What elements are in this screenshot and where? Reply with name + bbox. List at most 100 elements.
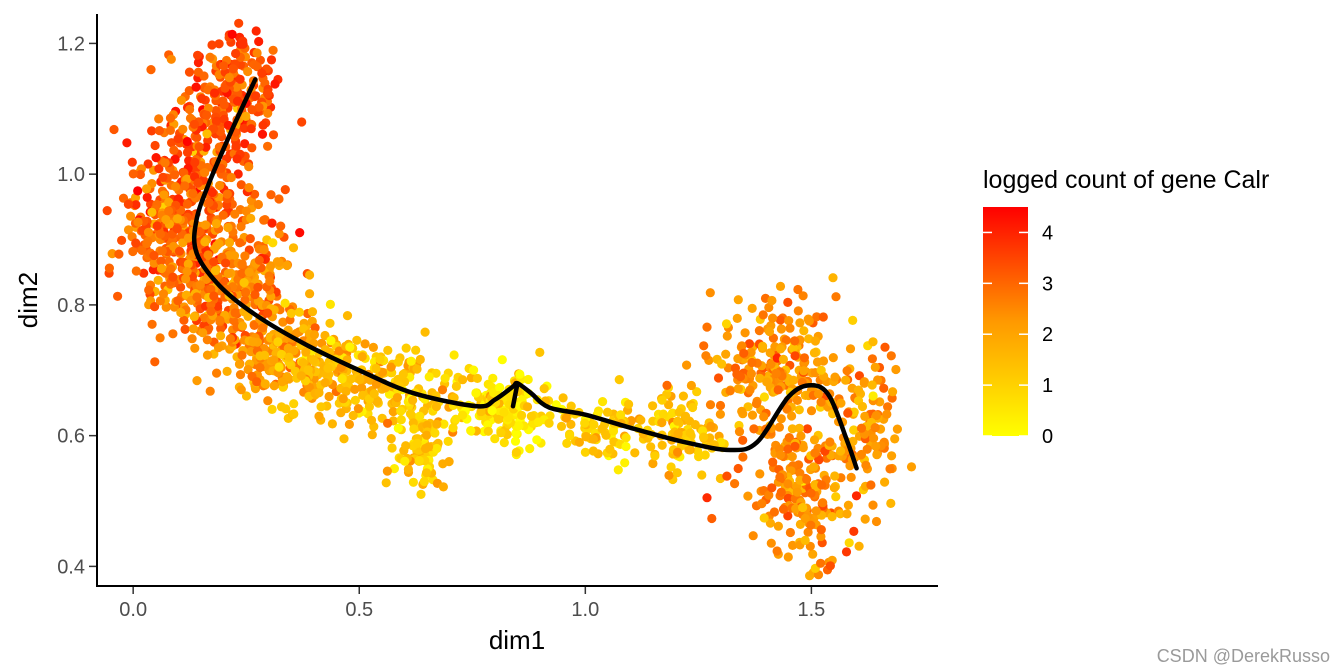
cell-point	[860, 411, 870, 421]
cell-point	[159, 190, 169, 200]
cell-point	[866, 480, 876, 490]
cell-point	[749, 424, 759, 434]
cell-point	[169, 145, 179, 155]
cell-point	[745, 385, 755, 395]
cell-point	[137, 245, 147, 255]
cell-point	[254, 102, 264, 112]
cell-point	[879, 383, 889, 393]
cell-point	[746, 369, 757, 379]
cell-point	[836, 446, 846, 456]
cell-point	[722, 331, 732, 341]
cell-point	[787, 424, 798, 434]
cell-point	[796, 431, 806, 441]
cell-point	[854, 541, 864, 551]
cell-point	[868, 500, 878, 510]
cell-point	[845, 344, 856, 354]
cell-point	[526, 411, 537, 421]
cell-point	[207, 187, 217, 198]
cell-point	[155, 333, 165, 343]
cell-point	[250, 189, 260, 199]
cell-point	[249, 320, 259, 330]
y-tick-label: 1.0	[57, 164, 85, 186]
cell-point	[490, 434, 500, 444]
cell-point	[147, 207, 157, 217]
cell-point	[845, 461, 855, 471]
cell-point	[305, 270, 315, 280]
cell-point	[369, 389, 379, 399]
cell-point	[149, 250, 159, 261]
cell-point	[648, 458, 658, 469]
cell-point	[766, 538, 776, 548]
x-axis-title: dim1	[489, 625, 545, 655]
cell-point	[166, 264, 176, 274]
cell-point	[788, 540, 798, 551]
cell-point	[229, 251, 240, 261]
cell-point	[371, 379, 381, 389]
cell-point	[268, 130, 279, 140]
cell-point	[255, 362, 265, 373]
cell-point	[254, 255, 264, 265]
cell-point	[784, 433, 794, 443]
cell-point	[114, 249, 124, 259]
cell-point	[783, 479, 793, 489]
cell-point	[128, 169, 138, 179]
cell-point	[451, 414, 461, 424]
cell-point	[282, 260, 292, 271]
cell-point	[431, 368, 441, 378]
cell-point	[602, 407, 613, 417]
cell-point	[266, 261, 276, 271]
cell-point	[210, 266, 220, 276]
cell-point	[790, 336, 800, 346]
cell-point	[183, 259, 193, 269]
cell-point	[811, 506, 821, 516]
cell-point	[680, 411, 691, 421]
cell-point	[624, 399, 634, 409]
cell-point	[165, 125, 175, 135]
cell-point	[472, 373, 482, 383]
cell-point	[146, 65, 156, 75]
cell-point	[794, 405, 804, 415]
cell-point	[168, 329, 178, 339]
cell-point	[532, 435, 542, 445]
cell-point	[401, 343, 411, 353]
cell-point	[458, 410, 468, 420]
cell-point	[432, 443, 442, 454]
cell-point	[737, 341, 747, 351]
cell-point	[422, 430, 432, 440]
cell-point	[202, 110, 212, 120]
cell-point	[209, 124, 219, 134]
cell-point	[245, 234, 255, 244]
cell-point	[366, 415, 377, 425]
cell-point	[759, 392, 770, 402]
cell-point	[203, 250, 213, 260]
cell-point	[118, 193, 129, 203]
cell-point	[872, 450, 882, 460]
cell-point	[214, 39, 224, 49]
cell-point	[246, 347, 256, 357]
cell-point	[415, 354, 425, 365]
cell-point	[451, 381, 461, 391]
cell-point	[499, 407, 509, 417]
cell-point	[449, 393, 459, 403]
cell-point	[367, 430, 377, 440]
cell-point	[717, 359, 727, 369]
cell-point	[422, 420, 432, 430]
cell-point	[246, 124, 256, 134]
cell-point	[831, 492, 841, 502]
cell-point	[151, 153, 161, 163]
cell-point	[142, 192, 152, 202]
cell-point	[732, 313, 742, 323]
cell-point	[227, 29, 237, 39]
cell-point	[288, 243, 299, 253]
cell-point	[131, 266, 141, 276]
cell-points	[102, 18, 917, 581]
cell-point	[791, 504, 801, 514]
cell-point	[156, 263, 167, 274]
cell-point	[260, 350, 270, 360]
cell-point	[860, 514, 870, 524]
cell-point	[793, 306, 803, 316]
cell-point	[890, 434, 900, 444]
cell-point	[844, 538, 854, 548]
cell-point	[337, 374, 347, 384]
legend: logged count of gene Calr 0 1 2 3 4	[983, 166, 1269, 448]
